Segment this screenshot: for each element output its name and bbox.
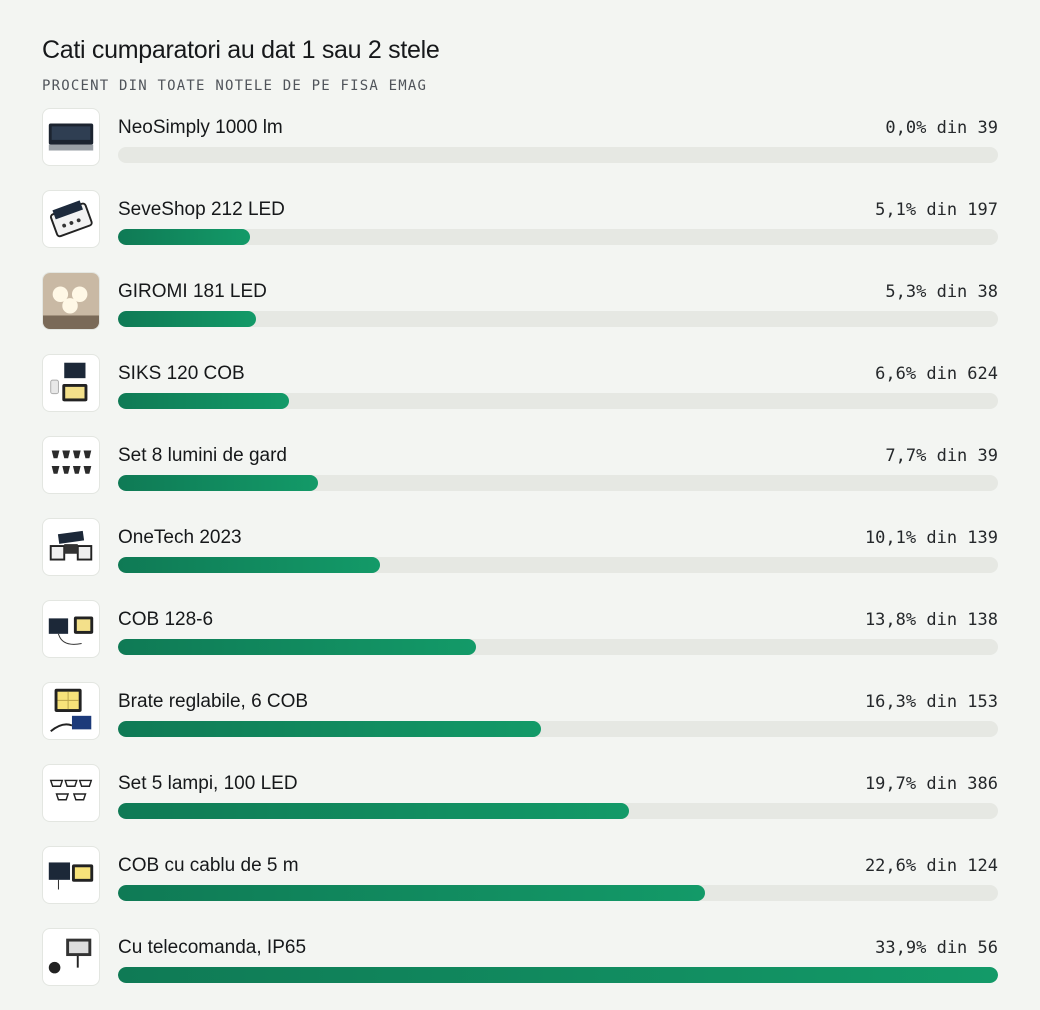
chart-subtitle: PROCENT DIN TOATE NOTELE DE PE FISA EMAG [42, 78, 428, 94]
bar-track [118, 229, 998, 245]
bar-value-label: 19,7% din 386 [864, 774, 998, 794]
bar-category-label: SeveShop 212 LED [118, 199, 285, 220]
bar-track [118, 557, 998, 573]
bar-category-label: COB 128-6 [118, 609, 214, 630]
bar [118, 475, 318, 491]
bar [118, 967, 998, 983]
bar-category-label: NeoSimply 1000 lm [118, 117, 283, 138]
solar-spotlight-image [42, 518, 100, 576]
bar-value-label: 6,6% din 624 [875, 364, 998, 384]
bar-track [118, 639, 998, 655]
cob-cable-light-image [42, 846, 100, 904]
bar-track [118, 721, 998, 737]
bar-value-label: 13,8% din 138 [864, 610, 998, 630]
chart-title: Cati cumparatori au dat 1 sau 2 stele [42, 36, 440, 64]
bar-row: Cu telecomanda, IP65 33,9% din 56 [0, 928, 1040, 1010]
bar-category-label: OneTech 2023 [118, 527, 242, 548]
bar-track [118, 967, 998, 983]
bar-row: OneTech 2023 10,1% din 139 [0, 518, 1040, 600]
bar-value-label: 5,1% din 197 [875, 200, 998, 220]
bar-track [118, 393, 998, 409]
bar [118, 803, 629, 819]
bar-category-label: COB cu cablu de 5 m [118, 855, 299, 876]
bar [118, 721, 541, 737]
bar-value-label: 33,9% din 56 [875, 938, 998, 958]
bar-row: COB cu cablu de 5 m 22,6% din 124 [0, 846, 1040, 928]
bar-row: Set 5 lampi, 100 LED 19,7% din 386 [0, 764, 1040, 846]
triple-head-light-image [42, 272, 100, 330]
bar-value-label: 0,0% din 39 [885, 118, 998, 138]
lamp-set-image [42, 764, 100, 822]
bar-track [118, 147, 998, 163]
chart-page: Cati cumparatori au dat 1 sau 2 stele PR… [42, 36, 998, 986]
bar-category-label: Set 5 lampi, 100 LED [118, 773, 298, 794]
bar [118, 393, 289, 409]
bar [118, 557, 380, 573]
bar-row: Set 8 lumini de gard 7,7% din 39 [0, 436, 1040, 518]
bar-category-label: Cu telecomanda, IP65 [118, 937, 307, 958]
bar-value-label: 7,7% din 39 [885, 446, 998, 466]
solar-panel-cob-image [42, 354, 100, 412]
bar-value-label: 22,6% din 124 [864, 856, 998, 876]
solar-motion-light-image [42, 190, 100, 248]
bar-row: COB 128-6 13,8% din 138 [0, 600, 1040, 682]
adjustable-arms-cob-image [42, 682, 100, 740]
bar-category-label: GIROMI 181 LED [118, 281, 267, 302]
bar-value-label: 16,3% din 153 [864, 692, 998, 712]
bar-value-label: 5,3% din 38 [885, 282, 998, 302]
remote-light-image [42, 928, 100, 986]
bar-list: NeoSimply 1000 lm 0,0% din 39 SeveShop 212… [0, 108, 1040, 1010]
bar-track [118, 475, 998, 491]
bar [118, 639, 476, 655]
bar-row: SeveShop 212 LED 5,1% din 197 [0, 190, 1040, 272]
cob-panel-kit-image [42, 600, 100, 658]
bar-row: GIROMI 181 LED 5,3% din 38 [0, 272, 1040, 354]
bar [118, 885, 705, 901]
bar-track [118, 803, 998, 819]
bar-category-label: SIKS 120 COB [118, 363, 245, 384]
solar-wall-lamp-image [42, 108, 100, 166]
bar-value-label: 10,1% din 139 [864, 528, 998, 548]
bar-row: SIKS 120 COB 6,6% din 624 [0, 354, 1040, 436]
bar-track [118, 311, 998, 327]
bar-track [118, 885, 998, 901]
bar-category-label: Brate reglabile, 6 COB [118, 691, 309, 712]
bar-row: NeoSimply 1000 lm 0,0% din 39 [0, 108, 1040, 190]
bar-row: Brate reglabile, 6 COB 16,3% din 153 [0, 682, 1040, 764]
bar-category-label: Set 8 lumini de gard [118, 445, 287, 466]
bar [118, 229, 250, 245]
bar [118, 311, 256, 327]
fence-lights-set-image [42, 436, 100, 494]
